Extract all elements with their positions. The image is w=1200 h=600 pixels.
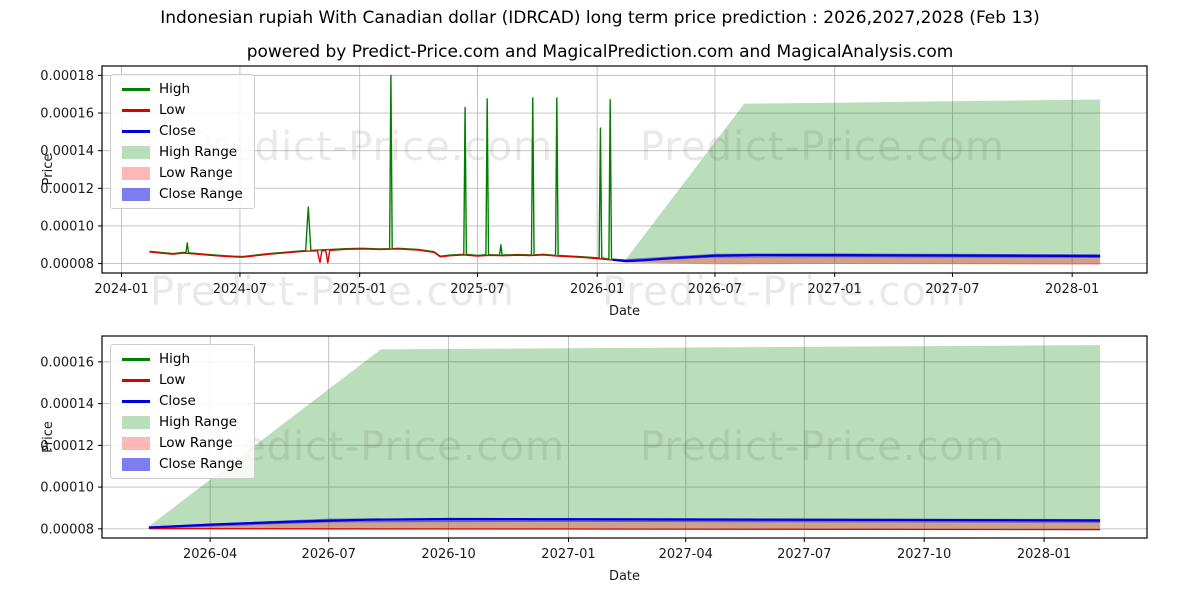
y-axis-label: Price	[41, 154, 56, 186]
x-tick-label: 2026-01	[570, 282, 624, 297]
low-range-swatch	[122, 166, 150, 180]
x-tick-label: 2027-04	[659, 547, 713, 562]
series-close	[148, 517, 1101, 529]
legend-label: Low Range	[159, 435, 233, 451]
x-tick-label: 2028-01	[1017, 547, 1071, 562]
legend: High Low Close High Range Low Range Close Ran…	[110, 344, 255, 479]
legend-label: High	[159, 81, 191, 97]
legend-label: Low	[159, 372, 186, 388]
x-tick-label: 2027-01	[808, 282, 862, 297]
y-tick-label: 0.00016	[40, 355, 94, 370]
legend-item-close: Close	[122, 394, 243, 408]
legend-item-close-range: Close Range	[122, 187, 243, 201]
x-tick-label: 2027-07	[925, 282, 979, 297]
high-swatch	[122, 357, 150, 361]
series-low	[148, 528, 1101, 531]
legend-item-low-range: Low Range	[122, 436, 243, 450]
y-tick-label: 0.00012	[40, 182, 94, 197]
top-price-chart: 2024-01 2024-07 2025-01 2025-07 2026-01 2026-…	[40, 65, 1148, 319]
legend-label: Close	[159, 123, 196, 139]
legend-label: Close	[159, 393, 196, 409]
low-swatch	[122, 108, 150, 112]
legend-item-high: High	[122, 82, 243, 96]
y-tick-label: 0.00008	[40, 257, 94, 272]
high-range-swatch	[122, 145, 150, 159]
legend-item-low: Low	[122, 373, 243, 387]
legend-item-high: High	[122, 352, 243, 366]
chart-title: Indonesian rupiah With Canadian dollar (…	[160, 8, 1040, 28]
y-tick-label: 0.00008	[40, 522, 94, 537]
y-tick-label: 0.00012	[40, 439, 94, 454]
legend-item-close-range: Close Range	[122, 457, 243, 471]
legend-label: Low	[159, 102, 186, 118]
x-axis-label: Date	[609, 304, 640, 319]
area-low-range	[625, 256, 1101, 265]
area-high-range	[148, 345, 1101, 530]
x-tick-label: 2026-07	[302, 547, 356, 562]
area-low-range	[148, 521, 1101, 531]
chart-subtitle: powered by Predict-Price.com and Magical…	[246, 42, 954, 62]
area-high-range	[625, 99, 1101, 265]
x-tick-label: 2024-07	[213, 282, 267, 297]
low-range-swatch	[122, 436, 150, 450]
high-swatch	[122, 87, 150, 91]
x-tick-label: 2027-07	[777, 547, 831, 562]
x-tick-label: 2026-04	[183, 547, 237, 562]
x-tick-label: 2026-10	[421, 547, 475, 562]
legend-label: High Range	[159, 414, 238, 430]
plot-frame	[101, 335, 1148, 539]
series-close	[612, 253, 1101, 263]
y-tick-label: 0.00016	[40, 107, 94, 122]
close-range-swatch	[122, 457, 150, 471]
y-tick-label: 0.00018	[40, 69, 94, 84]
x-tick-label: 2025-07	[450, 282, 504, 297]
legend-item-close: Close	[122, 124, 243, 138]
plot-frame	[101, 65, 1148, 274]
x-tick-label: 2027-10	[897, 547, 951, 562]
x-tick-label: 2026-07	[688, 282, 742, 297]
x-tick-label: 2028-01	[1045, 282, 1099, 297]
series-low	[149, 248, 626, 264]
low-swatch	[122, 378, 150, 382]
legend-label: High	[159, 351, 191, 367]
y-tick-label: 0.00010	[40, 481, 94, 496]
legend-item-low: Low	[122, 103, 243, 117]
x-tick-label: 2027-01	[541, 547, 595, 562]
high-range-swatch	[122, 415, 150, 429]
x-axis-label: Date	[609, 569, 640, 584]
y-tick-label: 0.00014	[40, 397, 94, 412]
legend-item-high-range: High Range	[122, 415, 243, 429]
close-swatch	[122, 399, 150, 403]
legend-label: Close Range	[159, 186, 243, 202]
legend-item-high-range: High Range	[122, 145, 243, 159]
legend-label: Close Range	[159, 456, 243, 472]
legend-label: Low Range	[159, 165, 233, 181]
x-tick-label: 2024-01	[94, 282, 148, 297]
y-tick-label: 0.00010	[40, 219, 94, 234]
legend-label: High Range	[159, 144, 238, 160]
y-tick-label: 0.00014	[40, 144, 94, 159]
x-tick-label: 2025-01	[333, 282, 387, 297]
close-range-swatch	[122, 187, 150, 201]
bottom-forecast-chart: 2026-04 2026-07 2026-10 2027-01 2027-04 2027-…	[40, 335, 1148, 584]
y-axis-label: Price	[41, 421, 56, 453]
close-swatch	[122, 129, 150, 133]
legend-item-low-range: Low Range	[122, 166, 243, 180]
legend: High Low Close High Range Low Range Close Ran…	[110, 74, 255, 209]
